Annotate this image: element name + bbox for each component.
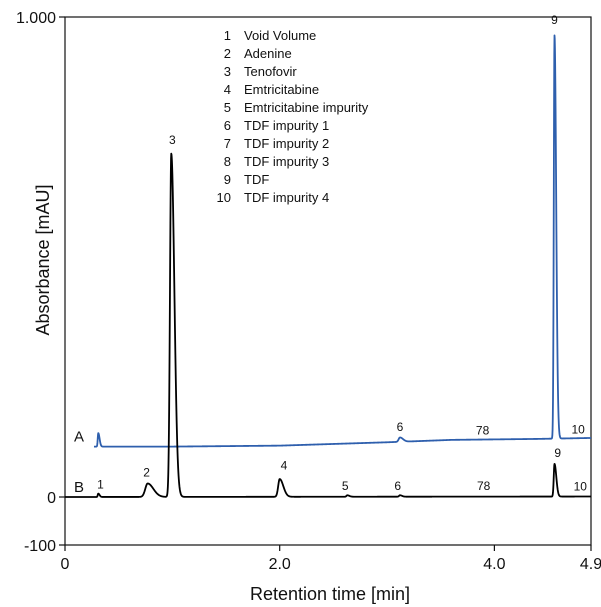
peak-label: 10 (571, 423, 585, 437)
legend-entry-name: Adenine (244, 46, 292, 61)
x-tick-label: 0 (61, 556, 70, 573)
legend-entry-name: Emtricitabine impurity (244, 100, 369, 115)
peak-label: 9 (554, 446, 561, 460)
trace-label-b: B (74, 479, 84, 496)
peak-label: 5 (342, 479, 349, 493)
legend-number: 7 (224, 136, 231, 151)
y-tick-label: -100 (24, 538, 56, 555)
legend-entry-name: TDF impurity 3 (244, 154, 329, 169)
peak-label: 6 (394, 479, 401, 493)
legend-number: 2 (224, 46, 231, 61)
y-axis-title: Absorbance [mAU] (33, 184, 53, 335)
peak-label: 78 (476, 424, 490, 438)
legend-entry-name: Tenofovir (244, 64, 297, 79)
legend-entry-name: TDF impurity 4 (244, 190, 329, 205)
trace-label-a: A (74, 429, 84, 446)
legend-number: 1 (224, 28, 231, 43)
legend-number: 5 (224, 100, 231, 115)
legend-entry-name: Emtricitabine (244, 82, 319, 97)
legend-number: 3 (224, 64, 231, 79)
legend-entry-name: Void Volume (244, 28, 316, 43)
y-tick-label: 1.000 (16, 10, 56, 27)
x-axis-title: Retention time [min] (250, 584, 410, 604)
peak-label: 9 (551, 13, 558, 27)
peak-label: 10 (574, 479, 588, 493)
legend-entry-name: TDF impurity 2 (244, 136, 329, 151)
y-tick-label: 0 (47, 490, 56, 507)
x-tick-label: 2.0 (269, 556, 291, 573)
peak-label: 4 (281, 459, 288, 473)
legend-number: 6 (224, 118, 231, 133)
peak-label: 3 (169, 133, 176, 147)
peak-label: 6 (397, 420, 404, 434)
legend: 1 Void Volume 2 Adenine 3 Tenofovir 4 Emtricita… (217, 28, 369, 205)
x-tick-label: 4.0 (483, 556, 505, 573)
legend-number: 8 (224, 154, 231, 169)
peak-label: 2 (143, 465, 150, 479)
x-tick-label: 4.9 (580, 556, 601, 573)
legend-entry-name: TDF (244, 172, 269, 187)
series-line-b (65, 154, 591, 497)
legend-entry-name: TDF impurity 1 (244, 118, 329, 133)
legend-number: 9 (224, 172, 231, 187)
trace-labels: AB (74, 429, 84, 496)
legend-number: 4 (224, 82, 231, 97)
peak-label: 1 (97, 477, 104, 491)
peak-label: 78 (477, 479, 491, 493)
legend-number: 10 (217, 190, 231, 205)
